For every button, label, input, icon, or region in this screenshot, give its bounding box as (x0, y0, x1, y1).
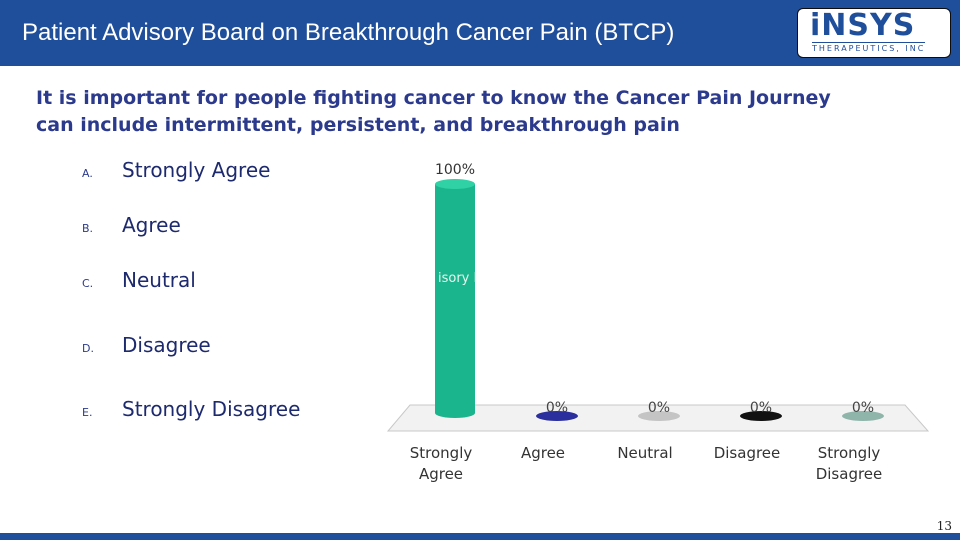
bar-disagree (740, 411, 782, 421)
option-neutral: C. Neutral (82, 268, 382, 298)
x-tick-label-agree: Agree (521, 444, 565, 462)
option-strongly-disagree: E. Strongly Disagree (82, 397, 382, 427)
option-strongly-agree: A. Strongly Agree (82, 158, 382, 188)
results-bar-chart: 100% Strongly Agree 0% Agree 0% Neutral 0% Disag… (386, 162, 930, 483)
option-disagree: D. Disagree (82, 333, 382, 363)
data-label-strongly-disagree: 0% (852, 400, 874, 416)
option-label: Disagree (122, 333, 211, 357)
x-tick-label-neutral: Neutral (617, 444, 672, 462)
bar-top-strongly-agree (435, 179, 475, 189)
footer-bar (0, 533, 960, 540)
option-letter: D. (82, 342, 94, 355)
data-label-neutral: 0% (648, 400, 670, 416)
slide-title: Patient Advisory Board on Breakthrough C… (22, 19, 675, 46)
bar-strongly-disagree (842, 411, 884, 421)
bar-neutral (638, 411, 680, 421)
x-tick-label-strongly-disagree: Strongly (818, 444, 881, 462)
option-label: Strongly Disagree (122, 397, 301, 421)
option-agree: B. Agree (82, 213, 382, 243)
x-tick-label-strongly-disagree: Disagree (816, 465, 883, 483)
page-number: 13 (936, 519, 952, 533)
data-label-agree: 0% (546, 400, 568, 416)
option-label: Neutral (122, 268, 196, 292)
header-bar: Patient Advisory Board on Breakthrough C… (0, 0, 960, 66)
logo-tagline: THERAPEUTICS, INC (812, 42, 926, 53)
data-label-strongly-agree: 100% (435, 162, 475, 178)
question-text: It is important for people fighting canc… (36, 87, 831, 136)
option-letter: A. (82, 167, 93, 180)
logo-wordmark: iNSYS (810, 8, 916, 43)
bar-base-strongly-agree (435, 408, 475, 418)
option-label: Strongly Agree (122, 158, 271, 182)
bar-strongly-agree (435, 184, 475, 413)
option-letter: B. (82, 222, 94, 235)
x-tick-label-strongly-agree: Strongly (410, 444, 473, 462)
x-tick-label-disagree: Disagree (714, 444, 781, 462)
option-letter: C. (82, 277, 94, 290)
x-tick-label-strongly-agree: Agree (419, 465, 463, 483)
bar-agree (536, 411, 578, 421)
company-logo: iNSYS THERAPEUTICS, INC (797, 8, 951, 58)
option-label: Agree (122, 213, 181, 237)
overlay-text: isory I (438, 271, 477, 286)
option-letter: E. (82, 406, 93, 419)
data-label-disagree: 0% (750, 400, 772, 416)
